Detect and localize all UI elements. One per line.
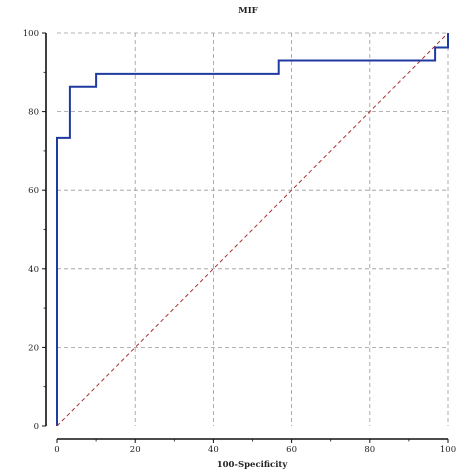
x-tick-label-60: 60 bbox=[286, 445, 297, 455]
grid-lines bbox=[57, 32, 449, 426]
x-axis-label: 100-Specificity bbox=[217, 460, 289, 470]
x-ticks: 0 20 40 60 80 100 bbox=[54, 439, 456, 455]
axes bbox=[45, 33, 448, 440]
series-group bbox=[56, 32, 449, 427]
y-tick-label-20: 20 bbox=[28, 343, 39, 353]
x-tick-label-20: 20 bbox=[130, 445, 141, 455]
y-ticks: 0 20 40 60 80 100 bbox=[23, 29, 46, 432]
y-tick-label-100: 100 bbox=[23, 29, 39, 39]
x-tick-label-100: 100 bbox=[440, 445, 456, 455]
y-tick-label-80: 80 bbox=[28, 108, 39, 118]
chart-title: MIF bbox=[238, 6, 257, 16]
x-tick-label-0: 0 bbox=[54, 445, 59, 455]
y-tick-label-40: 40 bbox=[28, 265, 39, 275]
x-tick-label-80: 80 bbox=[364, 445, 375, 455]
y-tick-label-60: 60 bbox=[28, 186, 39, 196]
y-tick-label-0: 0 bbox=[34, 422, 39, 432]
x-tick-label-40: 40 bbox=[208, 445, 219, 455]
roc-curve bbox=[56, 33, 449, 426]
diagonal-reference-line bbox=[56, 32, 449, 427]
